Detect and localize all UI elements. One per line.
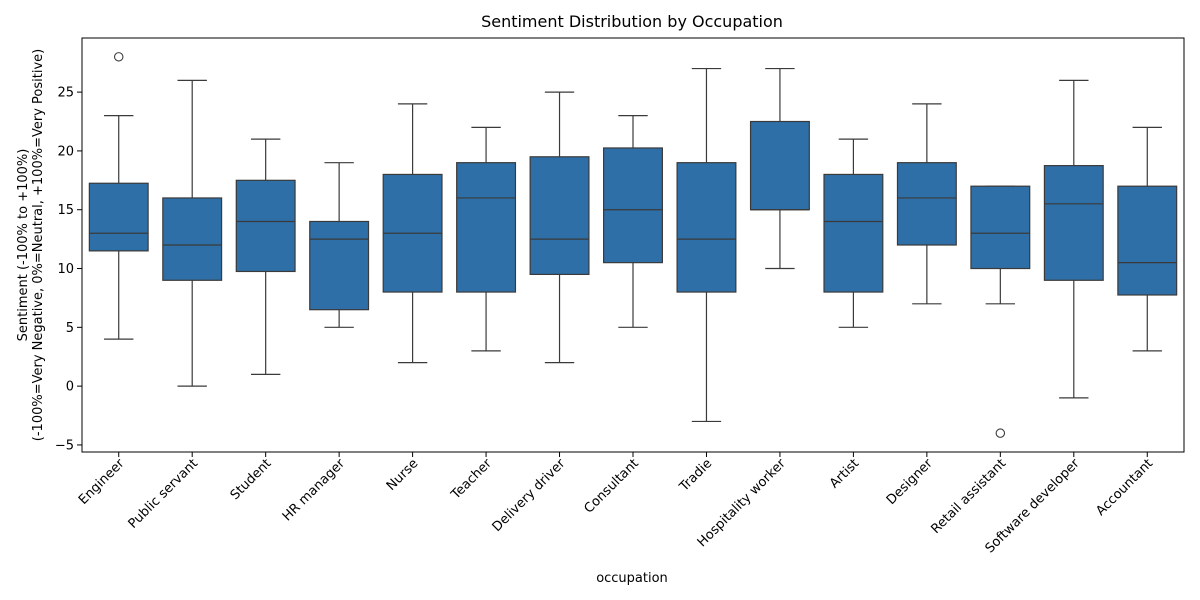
box-iqr bbox=[456, 162, 517, 293]
box-group-hospitality-worker bbox=[749, 67, 810, 270]
box-iqr bbox=[970, 185, 1031, 270]
box-iqr bbox=[1117, 185, 1178, 296]
box-iqr bbox=[823, 173, 884, 293]
box-iqr bbox=[749, 120, 810, 211]
y-axis-label-line1: Sentiment (-100% to +100%) bbox=[16, 149, 31, 342]
box-iqr bbox=[235, 179, 296, 273]
box-iqr bbox=[896, 162, 957, 246]
x-tick-label: HR manager bbox=[280, 456, 349, 525]
x-tick-label: Artist bbox=[827, 456, 862, 491]
box-group-artist bbox=[823, 138, 884, 328]
outlier-point bbox=[995, 428, 1006, 438]
y-axis-label-group: Sentiment (-100% to +100%) (-100%=Very N… bbox=[16, 49, 46, 441]
y-tick-label: 10 bbox=[57, 262, 74, 277]
x-tick-label: Student bbox=[228, 456, 275, 503]
x-tick-label: Retail assistant bbox=[928, 456, 1009, 537]
box-group-software-developer bbox=[1043, 79, 1104, 399]
box-group-engineer bbox=[88, 52, 149, 340]
box-iqr bbox=[1043, 165, 1104, 281]
box-group-tradie bbox=[676, 67, 737, 423]
x-tick-label: Consultant bbox=[582, 456, 642, 516]
y-tick-label: −5 bbox=[55, 438, 74, 453]
box-group-hr-manager bbox=[309, 162, 370, 328]
box-group-public-servant bbox=[162, 79, 223, 387]
y-tick-label: 20 bbox=[57, 144, 74, 159]
x-tick-label: Tradie bbox=[676, 456, 715, 495]
box-group-nurse bbox=[382, 103, 443, 364]
box-iqr bbox=[309, 220, 370, 311]
y-tick-label: 15 bbox=[57, 203, 74, 218]
y-tick-label: 0 bbox=[66, 380, 74, 395]
box-iqr bbox=[88, 182, 149, 252]
box-iqr bbox=[603, 147, 663, 264]
box-iqr bbox=[162, 197, 223, 281]
x-axis-label: occupation bbox=[596, 571, 668, 586]
x-tick-label: Nurse bbox=[384, 456, 422, 494]
box-group-retail-assistant bbox=[970, 185, 1031, 438]
box-group-teacher bbox=[456, 126, 517, 352]
box-group-accountant bbox=[1117, 126, 1178, 352]
outlier-point bbox=[113, 52, 124, 62]
x-tick-label: Teacher bbox=[448, 456, 495, 503]
box-group-delivery-driver bbox=[529, 91, 590, 364]
x-tick-label: Public servant bbox=[126, 456, 201, 531]
plot-area bbox=[88, 52, 1178, 438]
x-tick-label: Engineer bbox=[76, 456, 128, 508]
box-group-consultant bbox=[603, 115, 663, 328]
chart-title: Sentiment Distribution by Occupation bbox=[481, 12, 783, 31]
box-group-student bbox=[235, 138, 296, 375]
x-tick-label: Designer bbox=[884, 456, 936, 508]
x-tick-label: Accountant bbox=[1093, 456, 1156, 519]
box-iqr bbox=[529, 156, 590, 276]
y-tick-label: 5 bbox=[66, 321, 74, 336]
box-iqr bbox=[676, 162, 737, 293]
y-tick-label: 25 bbox=[57, 86, 74, 101]
y-axis-label-line2: (-100%=Very Negative, 0%=Neutral, +100%=… bbox=[31, 49, 46, 441]
box-group-designer bbox=[896, 103, 957, 305]
x-tick-label: Delivery driver bbox=[490, 456, 569, 535]
